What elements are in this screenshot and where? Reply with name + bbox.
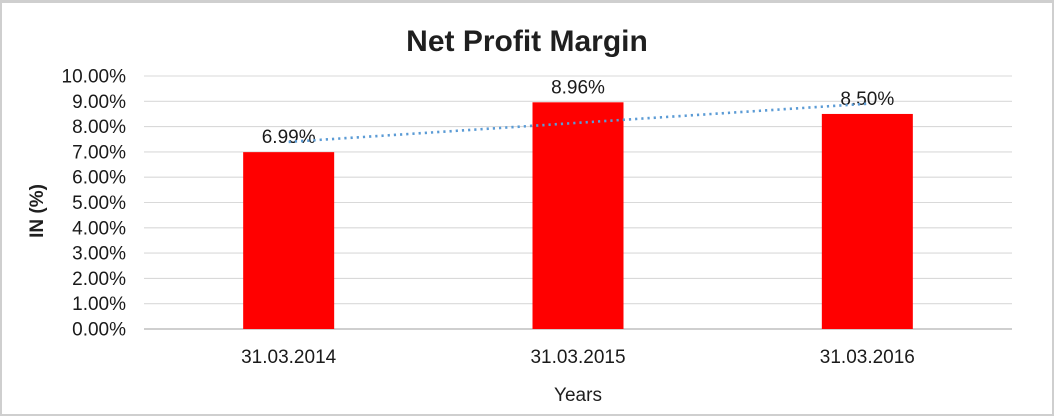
- y-tick-label: 2.00%: [72, 269, 126, 290]
- y-tick-label: 3.00%: [72, 244, 126, 265]
- data-label: 8.96%: [551, 77, 605, 98]
- data-label: 6.99%: [262, 127, 316, 148]
- y-tick-label: 0.00%: [72, 320, 126, 341]
- y-tick-label: 5.00%: [72, 193, 126, 214]
- y-tick-label: 10.00%: [62, 67, 127, 88]
- x-category-label: 31.03.2015: [530, 347, 625, 368]
- y-tick-label: 4.00%: [72, 218, 126, 239]
- bar-31.03.2015: [532, 102, 624, 329]
- x-category-label: 31.03.2016: [820, 347, 915, 368]
- x-category-label: 31.03.2014: [241, 347, 337, 368]
- bar-31.03.2014: [243, 152, 335, 329]
- x-axis-title: Years: [554, 385, 602, 406]
- chart-title: Net Profit Margin: [406, 25, 648, 58]
- plot-area: 0.00% 1.00% 2.00% 3.00% 4.00% 5.00% 6.00% 7.00%…: [62, 67, 1012, 368]
- y-tick-label: 7.00%: [72, 142, 126, 163]
- y-tick-label: 6.00%: [72, 168, 126, 189]
- y-tick-label: 1.00%: [72, 294, 126, 315]
- data-label: 8.50%: [840, 89, 894, 110]
- y-tick-label: 9.00%: [72, 92, 126, 113]
- bar-31.03.2016: [821, 113, 913, 329]
- y-tick-label: 8.00%: [72, 117, 126, 138]
